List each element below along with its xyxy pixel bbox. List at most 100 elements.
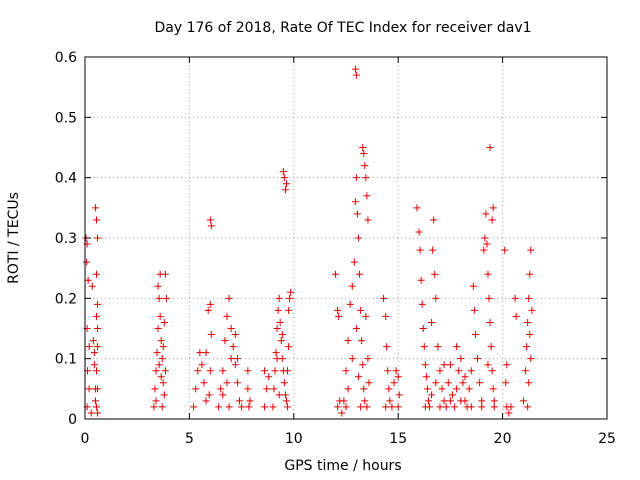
data-point xyxy=(483,240,491,248)
data-point xyxy=(231,331,239,339)
y-tick-label: 0.1 xyxy=(55,352,77,368)
data-point xyxy=(486,144,494,151)
data-point xyxy=(467,367,475,375)
data-point xyxy=(459,379,467,387)
data-point xyxy=(474,355,482,363)
x-tick-label: 0 xyxy=(81,431,90,447)
data-point xyxy=(153,349,161,357)
data-point xyxy=(160,318,168,326)
data-point xyxy=(395,391,403,399)
x-axis-label: GPS time / hours xyxy=(284,458,401,474)
data-point xyxy=(440,397,448,405)
data-point xyxy=(204,306,212,314)
data-point xyxy=(334,306,342,314)
data-point xyxy=(353,210,361,218)
data-point xyxy=(92,270,100,278)
data-point xyxy=(233,379,241,387)
data-point xyxy=(160,391,168,399)
data-point xyxy=(351,198,359,206)
data-point xyxy=(502,379,510,387)
data-point xyxy=(352,71,360,79)
data-point xyxy=(94,385,102,393)
data-point xyxy=(419,325,427,332)
data-point xyxy=(356,270,364,278)
data-point xyxy=(382,312,390,320)
data-point xyxy=(364,216,372,224)
grid-lines xyxy=(85,57,607,419)
data-point xyxy=(465,385,473,393)
data-point xyxy=(223,379,231,387)
data-point xyxy=(223,312,231,320)
data-point xyxy=(359,361,367,369)
data-point xyxy=(352,174,360,182)
y-tick-label: 0.5 xyxy=(55,110,77,126)
data-point xyxy=(152,367,160,375)
data-point xyxy=(207,331,215,339)
data-point xyxy=(92,216,100,224)
data-point xyxy=(431,270,439,278)
data-point xyxy=(417,276,425,284)
data-point xyxy=(480,246,488,254)
data-point xyxy=(505,409,513,417)
data-point xyxy=(225,403,233,411)
data-point xyxy=(357,306,365,314)
data-point xyxy=(202,397,210,405)
data-point xyxy=(236,397,244,405)
data-point xyxy=(501,246,509,254)
data-point xyxy=(355,373,363,381)
data-point xyxy=(94,300,102,308)
data-point xyxy=(484,361,492,369)
data-point xyxy=(476,379,484,387)
data-point xyxy=(488,367,496,375)
data-point xyxy=(383,343,391,351)
data-point xyxy=(478,397,486,405)
data-point xyxy=(488,216,496,224)
data-point xyxy=(233,355,241,363)
data-point xyxy=(448,391,456,399)
data-point xyxy=(285,343,293,351)
y-tick-label: 0.2 xyxy=(55,291,77,307)
data-point xyxy=(157,337,165,345)
data-point xyxy=(388,403,396,411)
data-point xyxy=(421,361,429,369)
data-point xyxy=(525,294,533,302)
y-axis-label: ROTI / TECUs xyxy=(6,192,22,284)
data-point xyxy=(362,174,370,182)
data-point xyxy=(363,192,371,200)
data-point xyxy=(159,343,167,351)
data-point xyxy=(527,246,535,254)
data-point xyxy=(281,186,289,194)
data-point xyxy=(334,403,342,411)
x-tick-label: 5 xyxy=(185,431,194,447)
data-point xyxy=(91,204,99,212)
data-point xyxy=(151,385,159,393)
data-point xyxy=(421,403,429,411)
data-point xyxy=(206,367,214,375)
data-point xyxy=(285,306,293,314)
data-point xyxy=(205,391,213,399)
data-point xyxy=(281,391,289,399)
data-point xyxy=(284,367,292,375)
data-point xyxy=(487,343,495,351)
data-point xyxy=(92,367,100,375)
data-point xyxy=(338,409,346,417)
data-point xyxy=(380,294,388,302)
data-point xyxy=(154,325,162,332)
data-point xyxy=(385,385,393,393)
data-point xyxy=(436,403,444,411)
data-point xyxy=(190,403,198,411)
data-point xyxy=(471,331,479,339)
data-point xyxy=(90,361,98,369)
data-point xyxy=(478,403,486,411)
data-point xyxy=(156,312,164,320)
data-point xyxy=(286,294,294,302)
data-point xyxy=(423,385,431,393)
data-point xyxy=(357,403,365,411)
data-point xyxy=(526,270,534,278)
data-point xyxy=(272,349,280,357)
data-point xyxy=(527,355,535,363)
data-point xyxy=(467,403,475,411)
data-point xyxy=(344,385,352,393)
data-point xyxy=(155,294,163,302)
